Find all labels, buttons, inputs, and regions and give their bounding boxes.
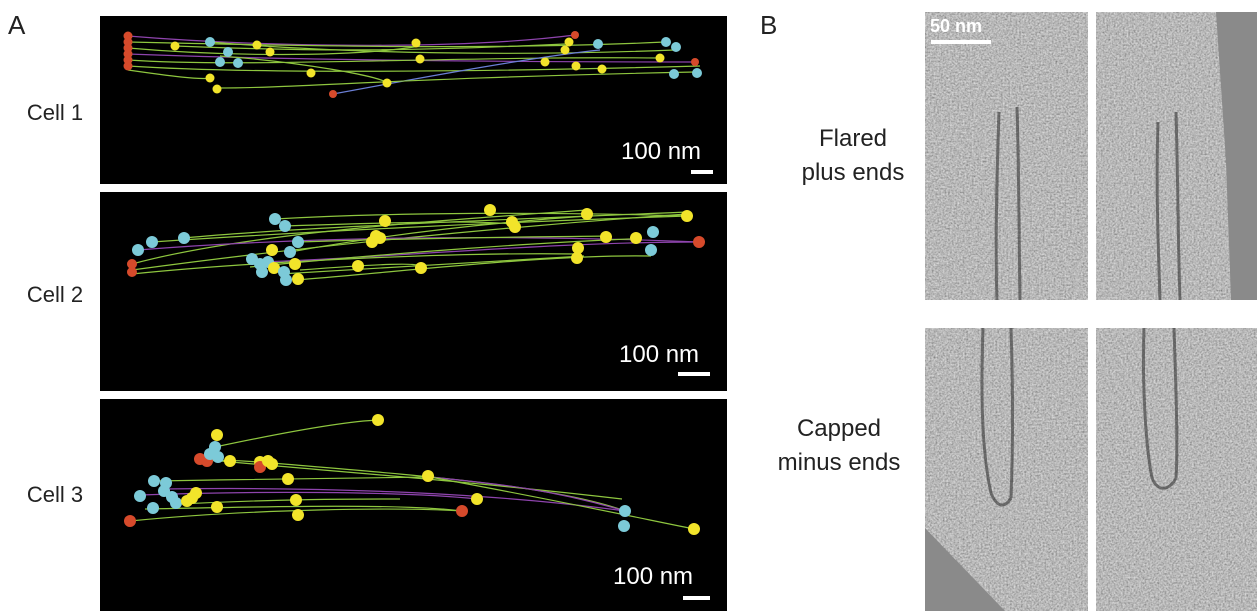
- cell-1-scale-label: 100 nm: [621, 138, 702, 165]
- cell-3-microtubule-model: [124, 414, 700, 535]
- cell-1-end-markers: [123, 31, 702, 98]
- em-image-capped-1: [925, 328, 1088, 611]
- em-image-flared-1: 50 nm: [925, 12, 1088, 300]
- panel-label-b: B: [760, 10, 778, 40]
- em-scale-label: 50 nm: [930, 16, 983, 36]
- cell-3-end-markers: [124, 414, 700, 535]
- cell-3-tomogram-panel: 100 nm: [100, 399, 727, 611]
- row-label-capped-line-2: minus ends: [777, 449, 901, 476]
- cell-2-scale-line: [678, 372, 710, 376]
- cell-1-microtubule-model: [123, 31, 702, 98]
- panel-label-a: A: [8, 10, 26, 40]
- cell-3-scale-label: 100 nm: [613, 563, 694, 590]
- em-scale-bar: 50 nm: [930, 16, 982, 37]
- cell-3-label: Cell 3: [26, 482, 84, 507]
- row-label-capped-line-1: Capped: [796, 415, 882, 442]
- cell-2-scale-bar: 100 nm: [619, 341, 699, 369]
- em-scale-line: [931, 40, 991, 44]
- em-image-capped-2: [1096, 328, 1257, 611]
- cell-3-scale-line: [683, 596, 710, 600]
- cell-1-scale-line: [691, 170, 713, 174]
- cell-1-scale-bar: 100 nm: [621, 138, 701, 166]
- cell-1-label: Cell 1: [26, 100, 84, 125]
- row-label-capped-minus-ends: Capped minus ends: [764, 412, 914, 480]
- row-label-flared-plus-ends: Flared plus ends: [778, 122, 928, 190]
- row-label-flared-line-1: Flared: [818, 125, 888, 152]
- row-label-flared-line-2: plus ends: [801, 159, 905, 186]
- cell-1-tomogram-panel: 100 nm: [100, 16, 727, 184]
- cell-2-microtubule-model: [127, 204, 705, 286]
- cell-2-end-markers: [127, 204, 705, 286]
- cell-2-scale-label: 100 nm: [619, 341, 700, 368]
- cell-2-tomogram-panel: 100 nm: [100, 192, 727, 391]
- cell-3-scale-bar: 100 nm: [613, 563, 693, 591]
- em-image-flared-2: [1096, 12, 1257, 300]
- cell-2-label: Cell 2: [26, 282, 84, 307]
